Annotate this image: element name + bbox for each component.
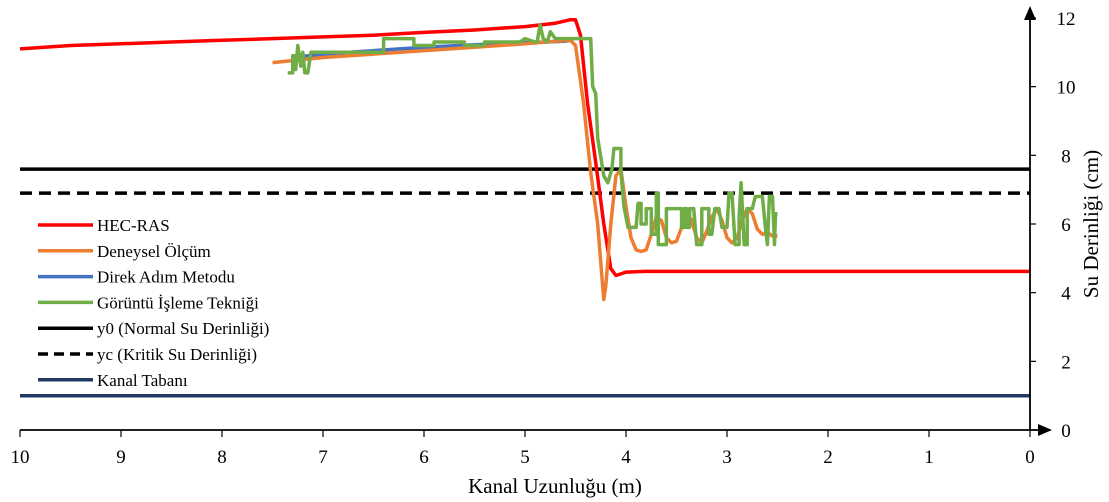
x-tick-label: 3	[722, 447, 732, 468]
x-tick-label: 7	[318, 447, 328, 468]
legend-label: Kanal Tabanı	[97, 371, 188, 390]
x-tick-label: 1	[924, 447, 934, 468]
y-tick-label: 0	[1061, 421, 1071, 442]
x-tick-label: 8	[217, 447, 227, 468]
x-axis-title: Kanal Uzunluğu (m)	[468, 474, 642, 498]
series-line-go-ru-ntu-i-s-leme-teknig-i	[287, 23, 778, 247]
y-tick-label: 4	[1061, 284, 1071, 305]
y-tick-label: 10	[1057, 78, 1076, 99]
x-tick-label: 10	[11, 447, 30, 468]
legend-item-direk-ad-m-metodu: Direk Adım Metodu	[38, 268, 235, 287]
legend-label: y0 (Normal Su Derinliği)	[97, 319, 269, 338]
y-tick-label: 8	[1061, 146, 1071, 167]
legend: HEC-RAS Deneysel Ölçüm Direk Adım Metodu Gö…	[38, 216, 269, 390]
legend-item-deneysel-o-lc-u-m: Deneysel Ölçüm	[38, 242, 211, 261]
y-tick-label: 12	[1057, 9, 1076, 30]
x-tick-label: 6	[419, 447, 429, 468]
legend-item-go-ru-ntu-i-s-leme-teknig-i: Görüntü İşleme Tekniği	[38, 293, 259, 312]
legend-label: Deneysel Ölçüm	[97, 242, 211, 261]
x-tick-label: 4	[621, 447, 631, 468]
x-tick-label: 0	[1025, 447, 1035, 468]
legend-label: yc (Kritik Su Derinliği)	[97, 345, 257, 364]
y-axis-arrow	[1024, 6, 1036, 20]
y-tick-label: 2	[1061, 352, 1071, 373]
legend-item-yc-kritik-su-derinlig-i: yc (Kritik Su Derinliği)	[38, 345, 257, 364]
legend-label: Görüntü İşleme Tekniği	[97, 293, 259, 312]
x-tick-label: 5	[520, 447, 530, 468]
y-axis-title: Su Derinliği (cm)	[1079, 150, 1103, 298]
x-axis-arrow	[1038, 424, 1052, 436]
legend-label: Direk Adım Metodu	[97, 268, 235, 287]
legend-item-kanal-taban: Kanal Tabanı	[38, 371, 188, 390]
y-tick-label: 6	[1061, 215, 1071, 236]
series-layer	[19, 17, 1030, 398]
legend-label: HEC-RAS	[97, 216, 170, 235]
x-tick-label: 9	[116, 447, 126, 468]
legend-item-y0-normal-su-derinlig-i: y0 (Normal Su Derinliği)	[38, 319, 269, 338]
series-line-hec-ras	[19, 17, 1030, 278]
x-tick-label: 2	[823, 447, 833, 468]
legend-item-hec-ras: HEC-RAS	[38, 216, 170, 235]
